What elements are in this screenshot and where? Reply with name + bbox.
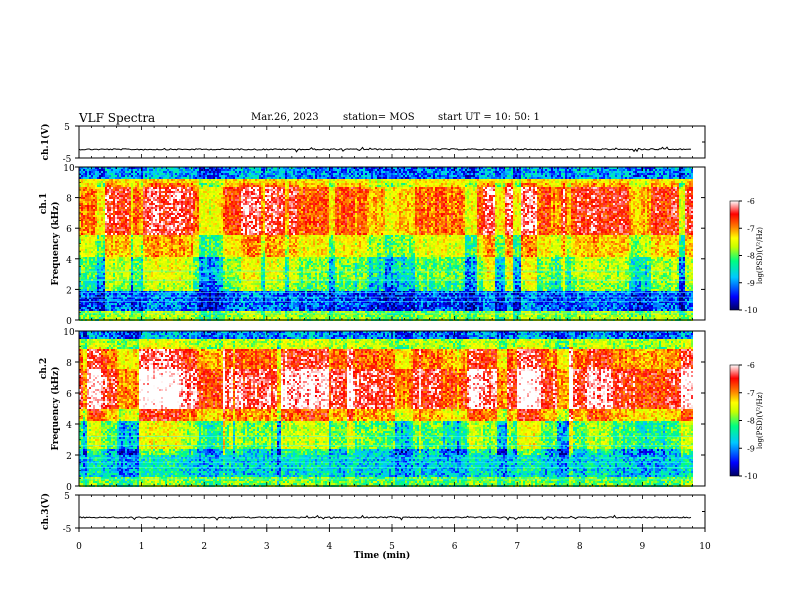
x-tick-label: 9: [640, 542, 646, 552]
vlf-figure: 5-5ch.1(V)0246810ch.1 Frequency (kHz) -6-7…: [0, 0, 792, 612]
channel-label: ch.2: [39, 358, 49, 379]
x-tick-label: 1: [139, 542, 145, 552]
x-tick-label: 7: [514, 542, 520, 552]
colorbar-tick-label: -6: [747, 361, 755, 370]
x-tick-label: 8: [577, 542, 583, 552]
y-tick-label: 2: [66, 286, 72, 296]
y-tick-label: 8: [66, 359, 72, 369]
y-tick-label: 4: [66, 421, 72, 431]
y-axis-label: Frequency (kHz): [50, 201, 61, 285]
colorbar-tick-label: -9: [747, 444, 755, 453]
spectrogram-image-spectrogram-ch1: [79, 167, 705, 321]
channel-label: ch.1: [39, 193, 49, 214]
panel-frame-waveform-ch3: [79, 495, 705, 528]
y-tick-label: -5: [63, 525, 72, 535]
colorbar-tick-label: -6: [747, 197, 755, 206]
y-tick-label: 10: [63, 328, 75, 338]
waveform-trace: [79, 516, 691, 520]
x-tick-label: 0: [76, 542, 82, 552]
colorbar: [730, 365, 739, 476]
x-tick-label: 6: [452, 542, 458, 552]
y-tick-label: 0: [66, 317, 72, 327]
colorbar-tick-label: -8: [747, 252, 755, 261]
x-tick-label: 4: [327, 542, 333, 552]
colorbar-tick-label: -10: [745, 472, 758, 481]
colorbar-tick-label: -9: [747, 279, 755, 288]
colorbar-tick-label: -8: [747, 417, 755, 426]
colorbar: [730, 201, 739, 310]
y-tick-label: 5: [64, 492, 70, 502]
colorbar-label: log(PSD)(V²/Hz): [756, 227, 764, 284]
colorbar-tick-label: -10: [745, 306, 758, 315]
y-axis-label: Frequency (kHz): [50, 366, 61, 450]
colorbar-tick-label: -7: [747, 224, 755, 233]
x-tick-label: 3: [264, 542, 270, 552]
y-tick-label: 6: [66, 225, 72, 235]
colorbar-label: log(PSD)(V²/Hz): [756, 392, 764, 449]
y-tick-label: 6: [66, 390, 72, 400]
waveform-trace: [79, 147, 691, 152]
y-tick-label: 4: [66, 256, 72, 266]
x-tick-label: 2: [201, 542, 207, 552]
panel-frame-waveform-ch1: [79, 126, 705, 158]
y-tick-label: 8: [66, 195, 72, 205]
y-tick-label: 10: [63, 164, 75, 174]
x-tick-label: 10: [699, 542, 711, 552]
y-tick-label: 5: [64, 123, 70, 133]
colorbar-tick-label: -7: [747, 389, 755, 398]
y-tick-label: 2: [66, 452, 72, 462]
x-axis-label: Time (min): [354, 550, 411, 561]
y-axis-label: ch.3(V): [40, 493, 51, 530]
spectrogram-image-spectrogram-ch2: [79, 331, 705, 487]
y-axis-label: ch.1(V): [40, 124, 51, 161]
